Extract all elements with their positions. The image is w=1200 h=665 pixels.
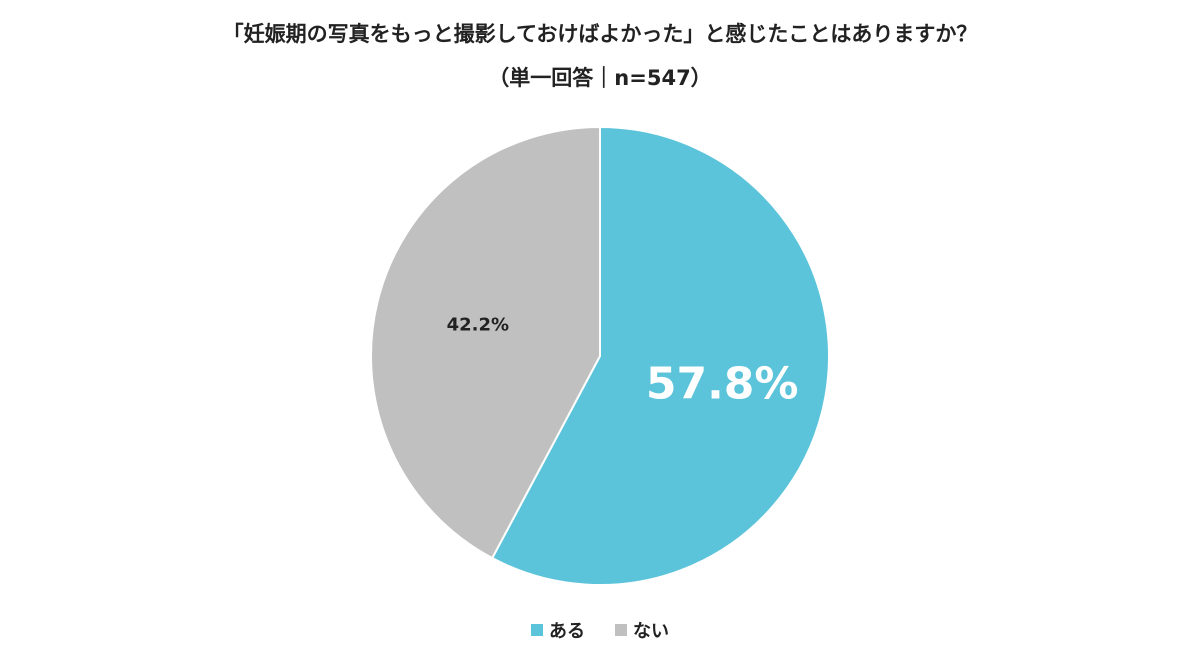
legend-swatch-aru — [531, 624, 543, 636]
legend-label-nai: ない — [633, 621, 669, 642]
data-label-aru: 57.8% — [646, 359, 799, 410]
chart-title: 「妊娠期の写真をもっと撮影しておけばよかった」と感じたことはありますか？ — [222, 22, 978, 46]
pie-slice-aru — [490, 125, 830, 586]
legend-label-aru: ある — [549, 621, 585, 642]
legend-item-nai: ない — [615, 617, 669, 643]
data-label-nai: 42.2% — [447, 314, 509, 335]
pie-slice-nai — [370, 125, 601, 560]
legend-item-aru: ある — [531, 617, 585, 643]
legend: ある ない — [0, 617, 1200, 643]
legend-swatch-nai — [615, 624, 627, 636]
chart-subtitle: （単一回答｜n=547） — [488, 66, 712, 90]
